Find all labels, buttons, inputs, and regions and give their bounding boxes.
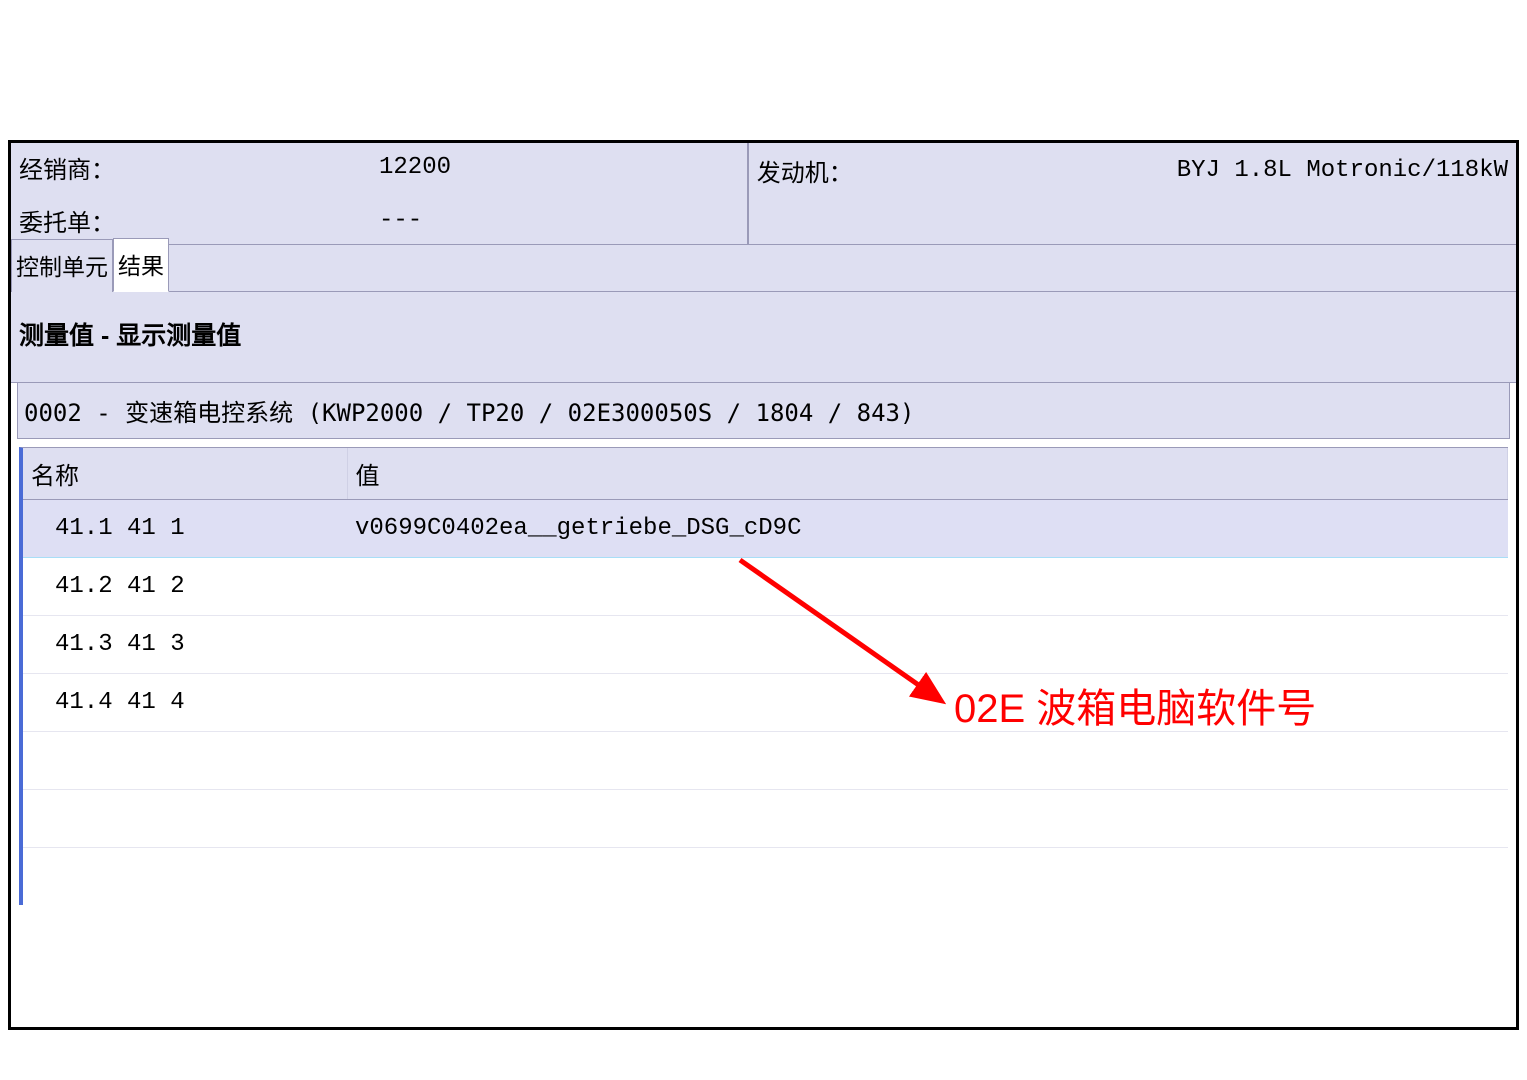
annotation-label: 02E 波箱电脑软件号 — [954, 676, 1316, 734]
header-left: 经销商： 12200 委托单： --- — [11, 143, 749, 244]
app-window: 经销商： 12200 委托单： --- 发动机： BYJ 1.8L Motron… — [8, 140, 1519, 1030]
table-row[interactable]: 41.2 41 2 — [23, 558, 1508, 616]
table-row-empty — [23, 848, 1508, 906]
cell-value: v0699C0402ea__getriebe_DSG_cD9C — [347, 500, 1508, 558]
cell-name: 41.1 41 1 — [23, 500, 347, 558]
header-panel: 经销商： 12200 委托单： --- 发动机： BYJ 1.8L Motron… — [11, 143, 1516, 245]
engine-row: 发动机： BYJ 1.8L Motronic/118kW — [757, 153, 1508, 188]
dealer-label: 经销商： — [19, 150, 379, 185]
col-header-name[interactable]: 名称 — [23, 448, 347, 500]
engine-row-spacer — [757, 206, 1508, 234]
system-info-bar: 0002 - 变速箱电控系统 (KWP2000 / TP20 / 02E3000… — [17, 383, 1510, 439]
table-row-empty — [23, 732, 1508, 790]
order-row: 委托单： --- — [19, 203, 739, 238]
dealer-value: 12200 — [379, 154, 451, 181]
cell-value — [347, 558, 1508, 616]
cell-value — [347, 616, 1508, 674]
cell-name: 41.3 41 3 — [23, 616, 347, 674]
spacer-label — [757, 206, 1177, 234]
engine-value: BYJ 1.8L Motronic/118kW — [1177, 157, 1508, 184]
tabs-bar: 控制单元 结果 — [11, 245, 1516, 292]
cell-name: 41.2 41 2 — [23, 558, 347, 616]
tab-result[interactable]: 结果 — [113, 238, 169, 292]
section-title: 测量值 - 显示测量值 — [11, 292, 1516, 383]
cell-value — [347, 674, 1508, 732]
col-header-value[interactable]: 值 — [347, 448, 1508, 500]
table-row[interactable]: 41.1 41 1v0699C0402ea__getriebe_DSG_cD9C — [23, 500, 1508, 558]
slide-frame: 经销商： 12200 委托单： --- 发动机： BYJ 1.8L Motron… — [0, 0, 1527, 1080]
order-value: --- — [379, 207, 422, 234]
table-row[interactable]: 41.3 41 3 — [23, 616, 1508, 674]
engine-label: 发动机： — [757, 153, 1177, 188]
dealer-row: 经销商： 12200 — [19, 150, 739, 185]
tab-control-unit[interactable]: 控制单元 — [11, 239, 113, 292]
order-label: 委托单： — [19, 203, 379, 238]
table-header-row: 名称 值 — [23, 448, 1508, 500]
cell-name: 41.4 41 4 — [23, 674, 347, 732]
header-right: 发动机： BYJ 1.8L Motronic/118kW — [749, 143, 1516, 244]
table-row-empty — [23, 790, 1508, 848]
